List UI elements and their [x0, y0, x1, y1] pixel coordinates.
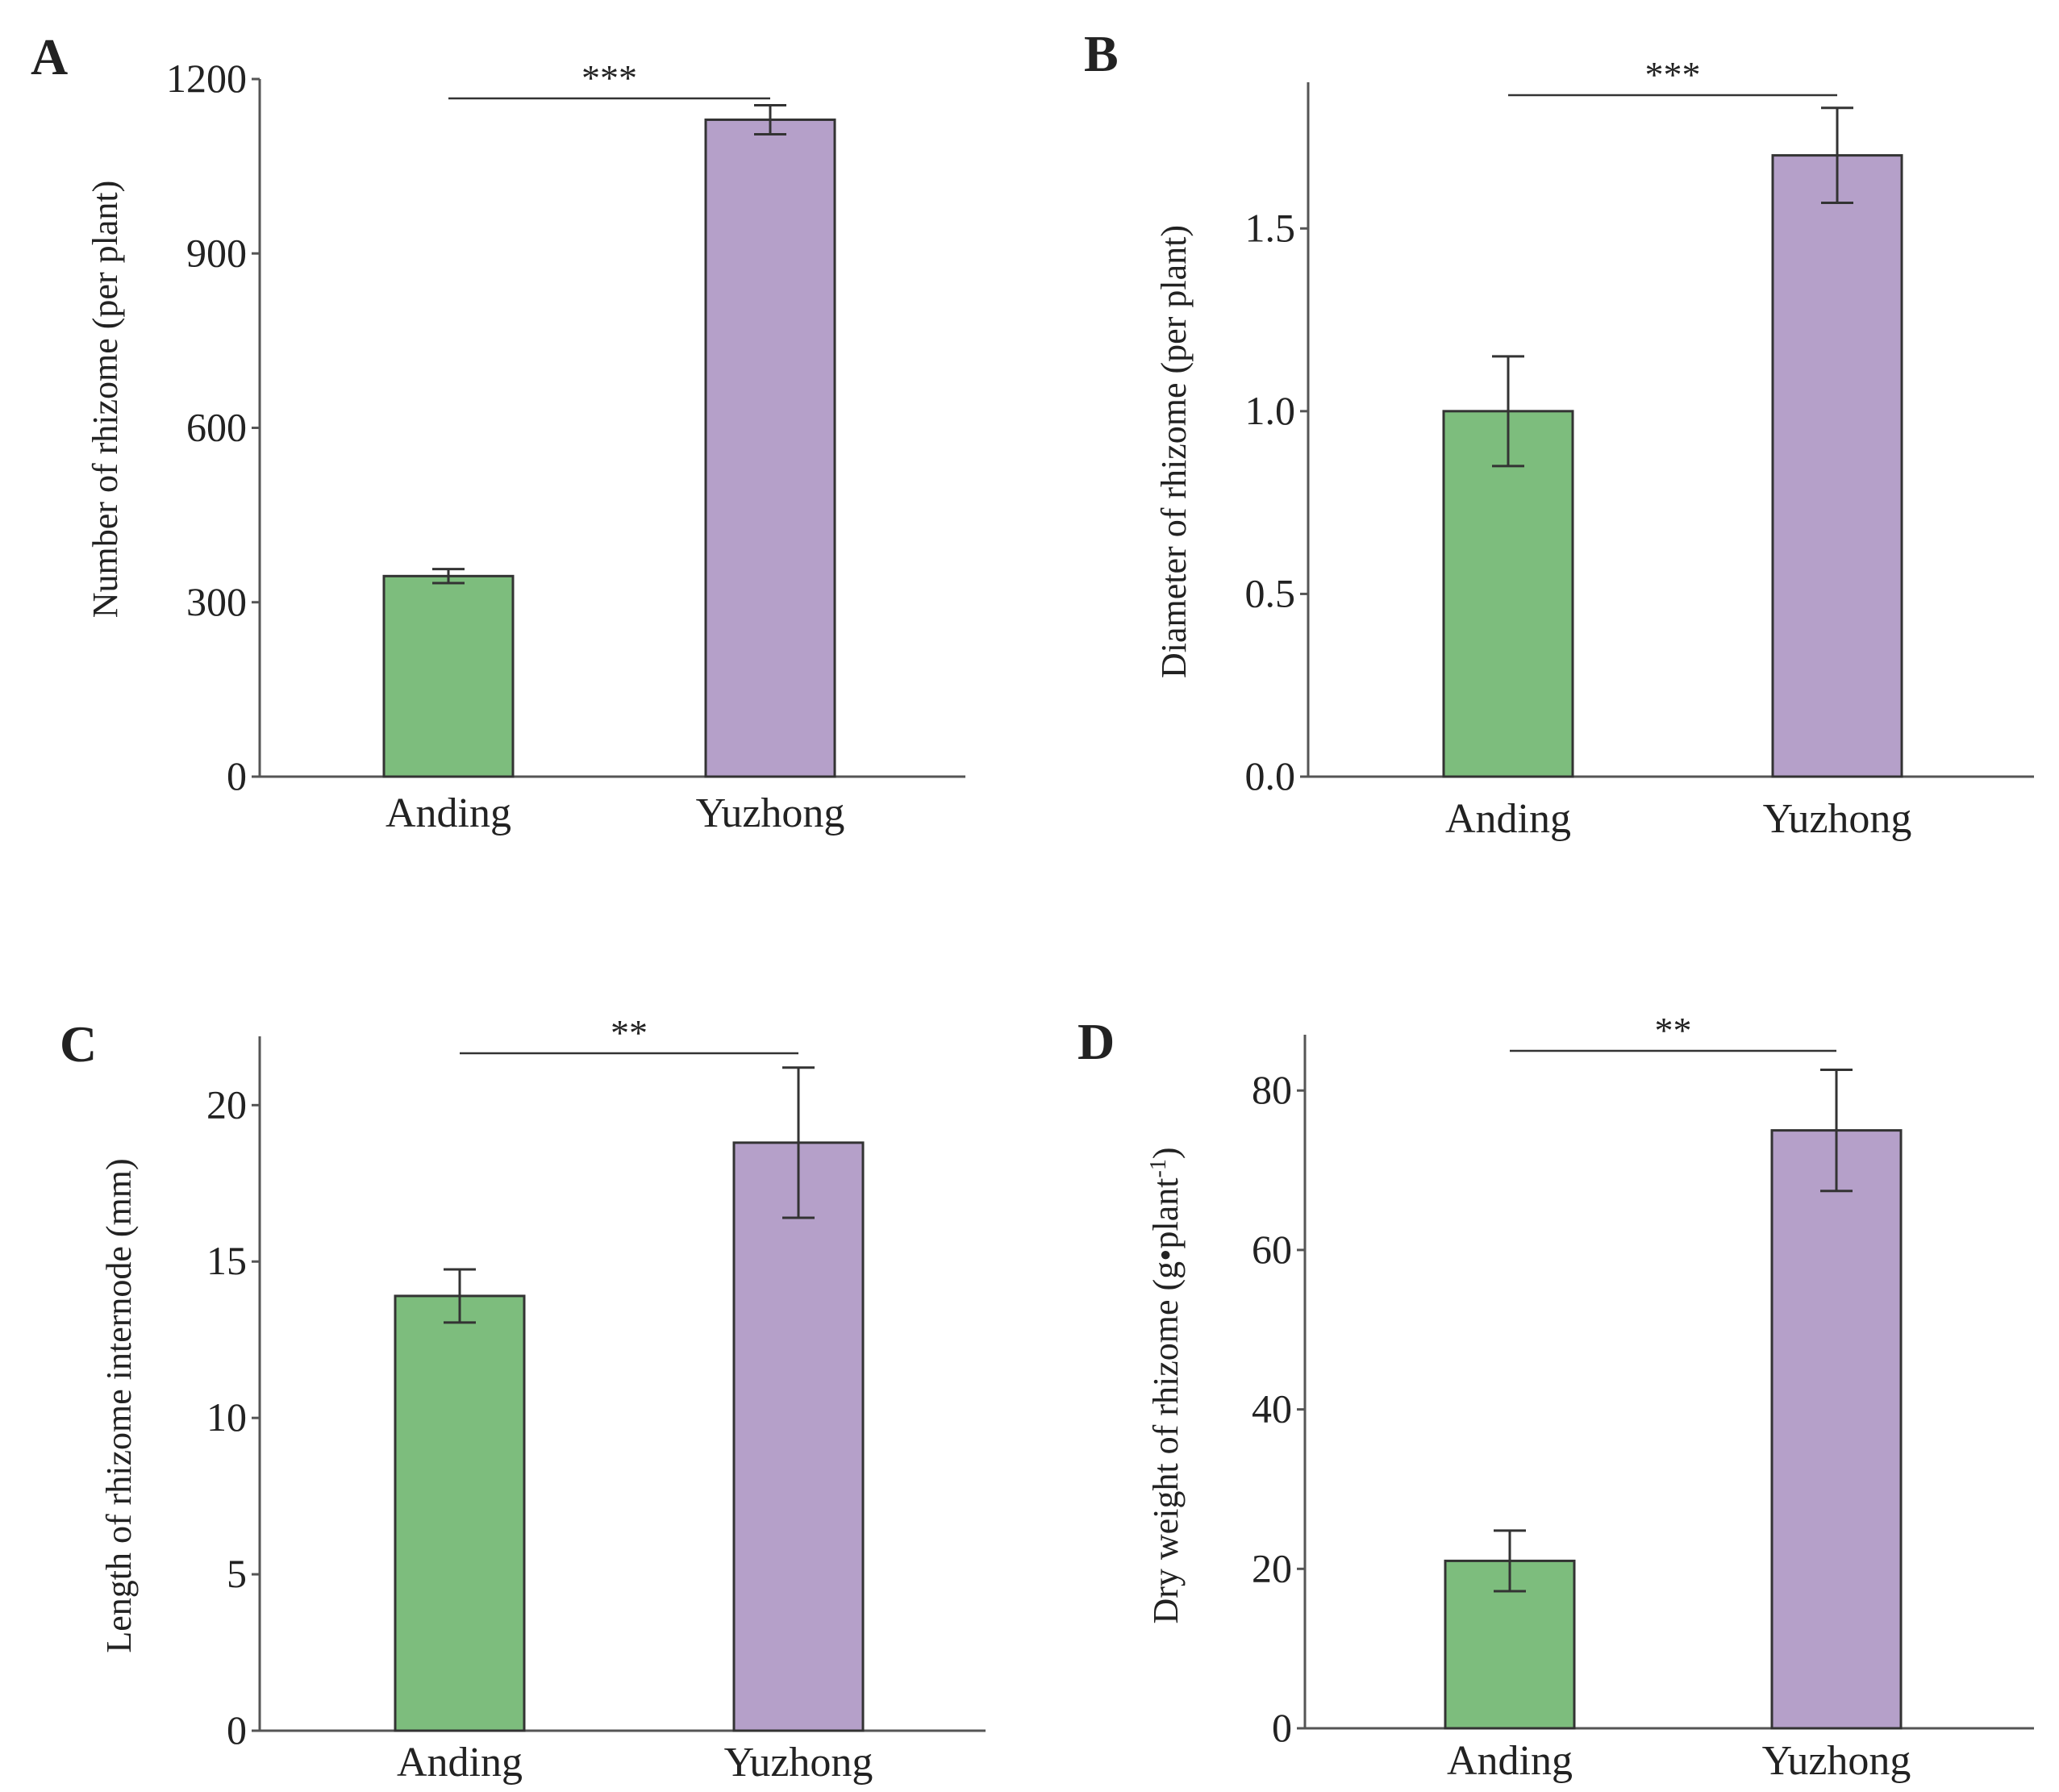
panel-d-y-axis-label-tail: ) — [1146, 1147, 1186, 1159]
panel-c-bar-yuzhong — [732, 1141, 865, 1732]
panel-c-y-axis-label-text: Length of rhizome internode (mm) — [99, 1158, 139, 1652]
panel-d-y-axis-label-text: Dry weight of rhizome (g•plant — [1146, 1177, 1186, 1623]
panel-a-category-label-yuzhong: Yuzhong — [696, 790, 845, 836]
panel-c-bar-anding — [394, 1294, 526, 1732]
panel-b-bar-anding — [1442, 410, 1574, 778]
panel-d-y-tick-label: 80 — [1252, 1067, 1292, 1112]
panel-d-category-label-yuzhong: Yuzhong — [1762, 1738, 1911, 1784]
panel-c-significance-label: ** — [611, 1012, 648, 1053]
panel-a-y-axis-label-text: Number of rhizome (per plant) — [85, 181, 125, 618]
panel-b-y-axis-label-text: Diameter of rhizome (per plant) — [1154, 225, 1194, 678]
panel-a-bar-yuzhong — [704, 118, 836, 778]
panel-b-y-axis-label: Diameter of rhizome (per plant) — [1154, 225, 1194, 678]
panel-b-category-label-anding: Anding — [1445, 796, 1571, 842]
panel-d-y-axis-label: Dry weight of rhizome (g•plant-1) — [1146, 1147, 1186, 1623]
panel-d-bar-yuzhong — [1770, 1129, 1903, 1730]
panel-b-category-label-yuzhong: Yuzhong — [1763, 796, 1912, 842]
panel-a-y-axis-label: Number of rhizome (per plant) — [85, 181, 125, 618]
panel-a-category-label-anding: Anding — [386, 790, 511, 836]
panel-a-significance-label: *** — [581, 57, 637, 98]
panel-d-letter: D — [1077, 1013, 1115, 1070]
panel-c-category-label-yuzhong: Yuzhong — [724, 1740, 873, 1786]
panel-c-y-tick-label: 5 — [227, 1551, 247, 1596]
panel-d-significance-label: ** — [1655, 1010, 1692, 1051]
panel-a-y-tick-label: 600 — [186, 405, 247, 450]
panel-a-letter: A — [31, 28, 68, 85]
panel-c-letter: C — [60, 1015, 97, 1073]
panel-d-y-tick-label: 0 — [1272, 1705, 1292, 1750]
panel-b-y-tick-label: 0.0 — [1245, 753, 1296, 798]
panel-c-y-tick-label: 20 — [206, 1081, 247, 1127]
panel-b-y-tick-label: 0.5 — [1245, 570, 1296, 615]
panel-c-y-tick-label: 15 — [206, 1238, 247, 1283]
panel-a-y-tick-label: 300 — [186, 579, 247, 624]
panel-c-category-label-anding: Anding — [397, 1740, 523, 1786]
panel-d-y-tick-label: 40 — [1252, 1386, 1292, 1432]
panel-b-y-tick-label: 1.0 — [1245, 388, 1296, 433]
panel-a-y-tick-label: 1200 — [166, 56, 247, 101]
panel-d-y-tick-label: 20 — [1252, 1545, 1292, 1590]
panel-d-category-label-anding: Anding — [1447, 1738, 1573, 1784]
panel-c-y-tick-label: 0 — [227, 1707, 247, 1752]
panel-c-y-axis-label: Length of rhizome internode (mm) — [99, 1158, 139, 1652]
panel-d-y-tick-label: 60 — [1252, 1227, 1292, 1272]
panel-d-y-axis-label-superscript: -1 — [1146, 1159, 1171, 1177]
panel-b-bar-yuzhong — [1771, 154, 1903, 778]
panel-a-y-tick-label: 900 — [186, 230, 247, 275]
panel-c-y-tick-label: 10 — [206, 1394, 247, 1440]
panel-b-y-tick-label: 1.5 — [1245, 205, 1296, 250]
panel-a-bar-anding — [382, 574, 515, 778]
panel-a-y-tick-label: 0 — [227, 753, 247, 798]
panel-b-significance-label: *** — [1645, 54, 1701, 95]
panel-b-letter: B — [1084, 25, 1119, 82]
